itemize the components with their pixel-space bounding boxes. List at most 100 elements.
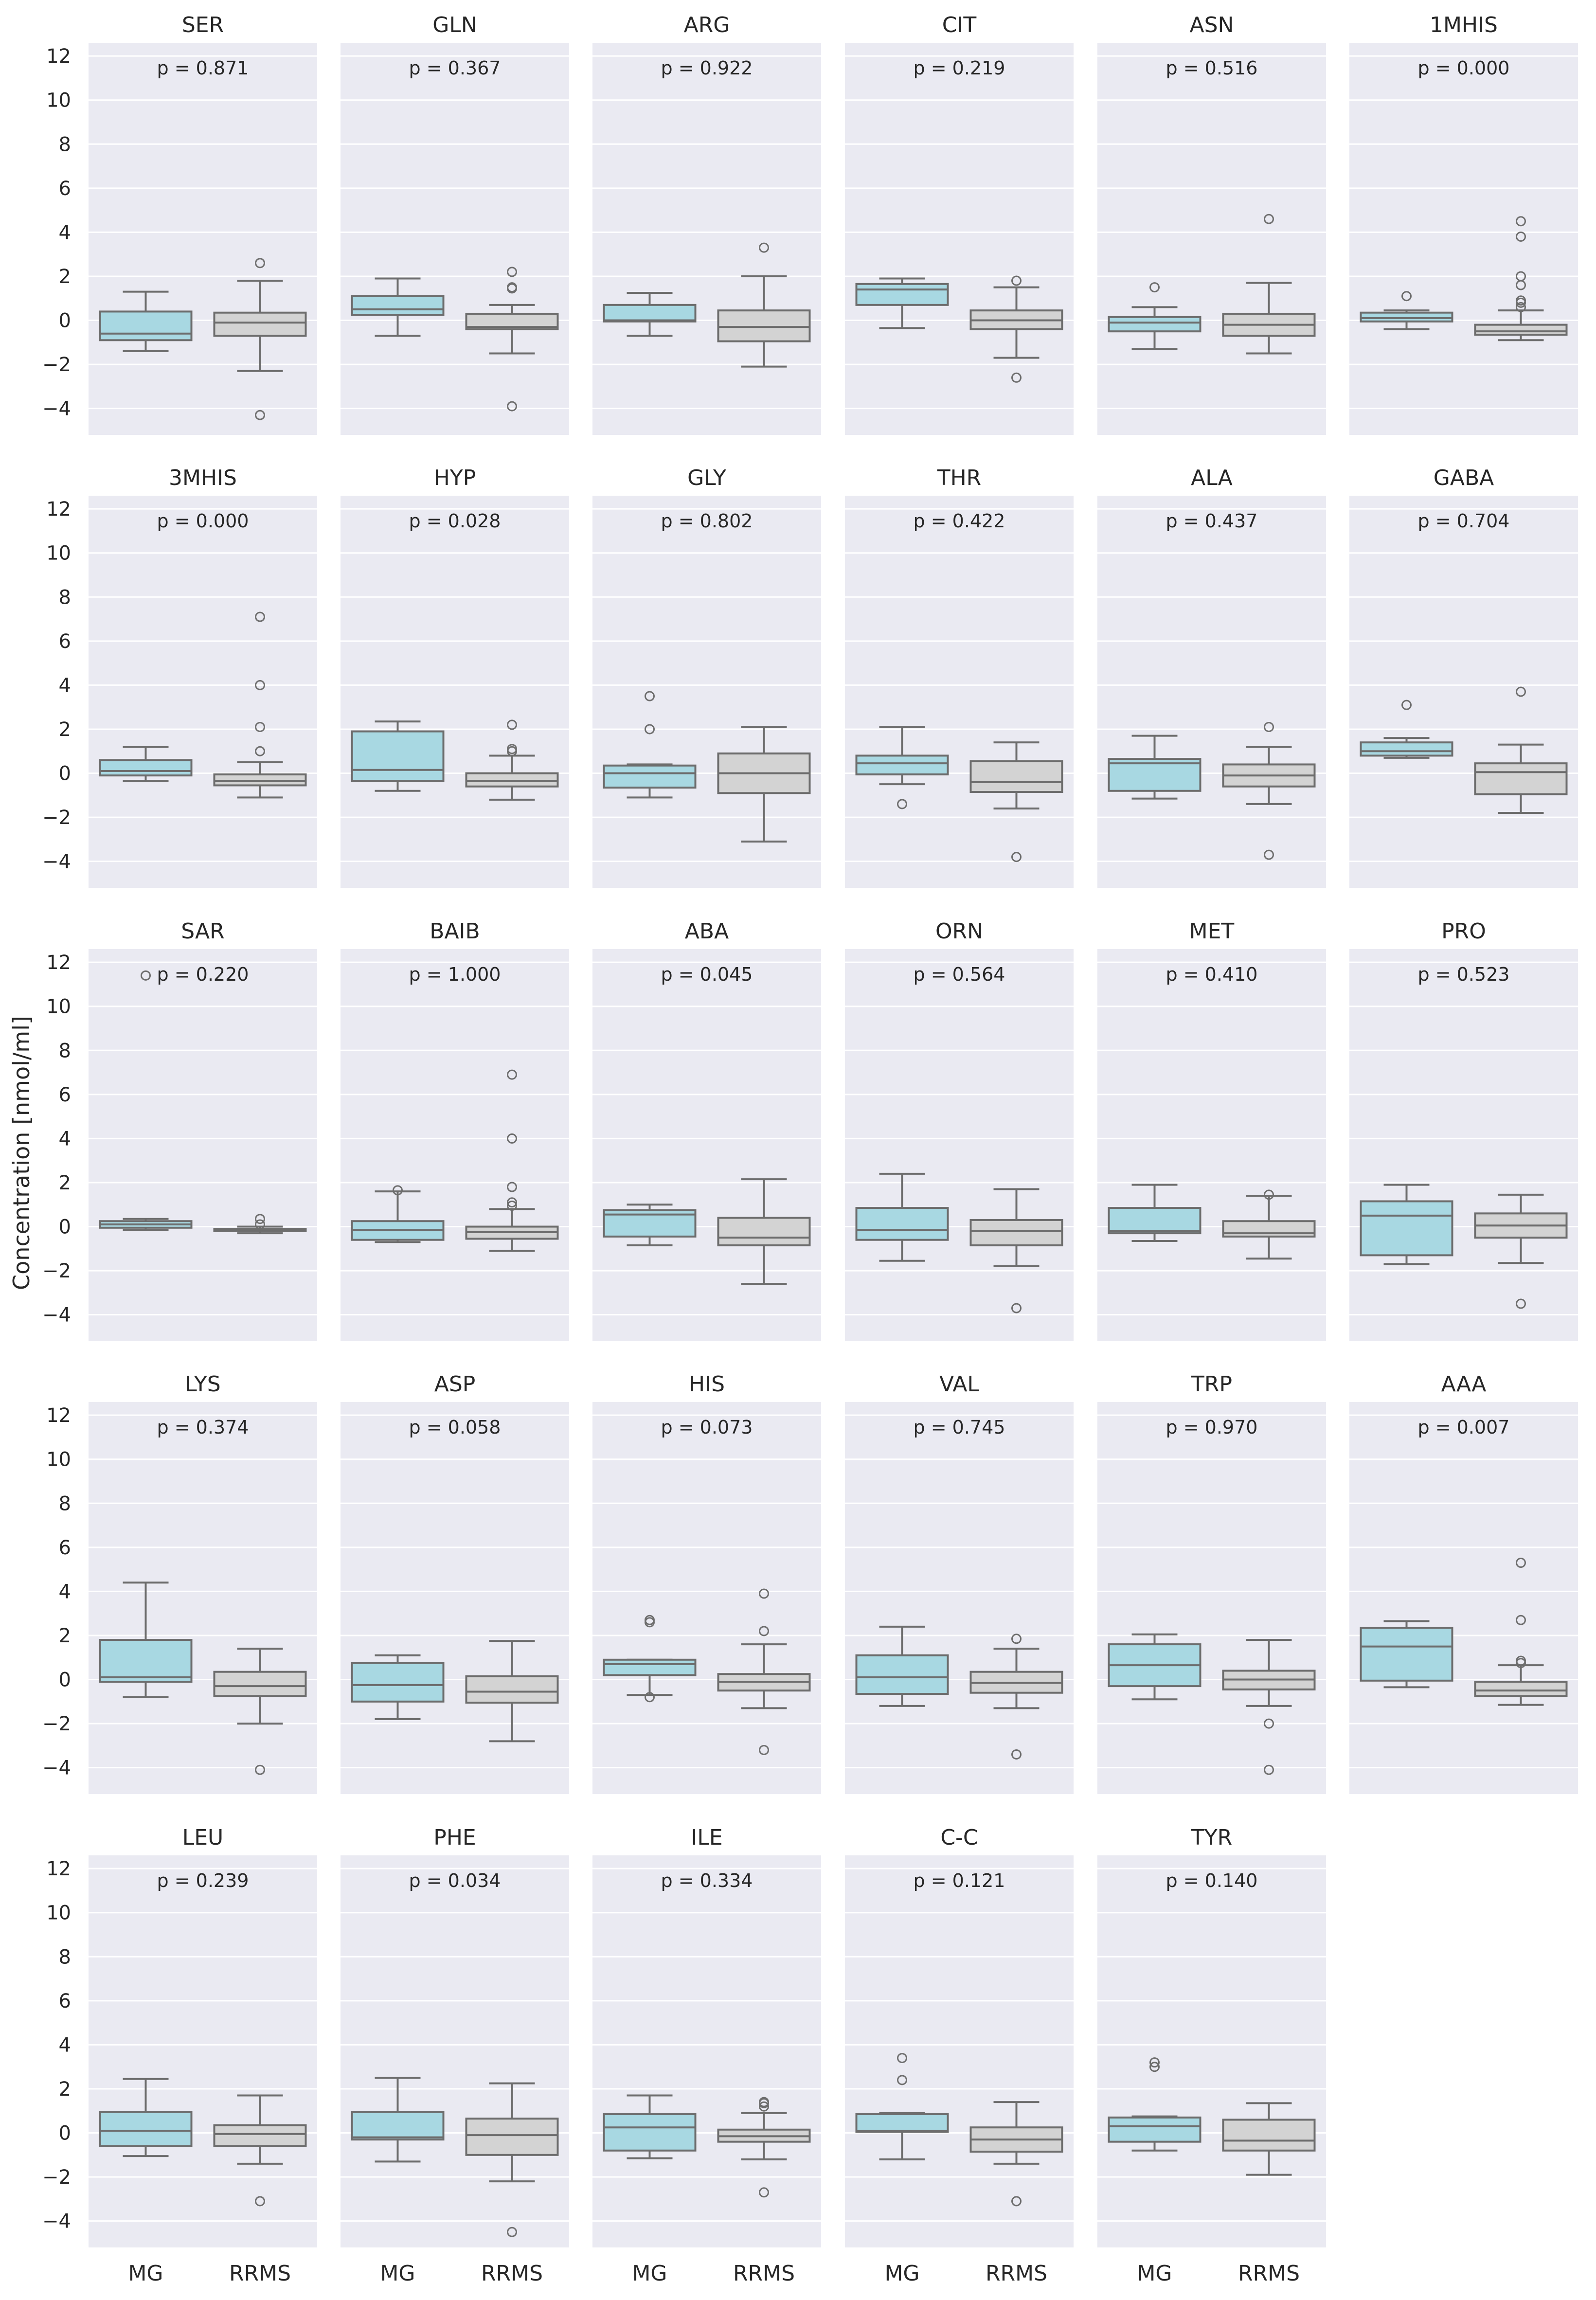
x-tick-label: MG bbox=[884, 2261, 919, 2286]
panel-title: C-C bbox=[940, 1825, 978, 1850]
panel-background bbox=[1349, 43, 1578, 435]
box-mg bbox=[1360, 1627, 1453, 1682]
outlier-point bbox=[645, 691, 655, 701]
panel-thr: THR p = 0.422 bbox=[845, 466, 1074, 888]
panel-background bbox=[89, 43, 317, 435]
panel-background bbox=[341, 1402, 569, 1794]
outlier-point bbox=[759, 2101, 769, 2112]
p-value-label: p = 0.437 bbox=[1166, 510, 1258, 532]
outlier-point bbox=[1516, 1558, 1526, 1568]
y-tick-label: 12 bbox=[46, 1858, 71, 1880]
box-rrms bbox=[465, 1675, 559, 1704]
y-tick-label: 6 bbox=[59, 1537, 71, 1559]
box-rrms bbox=[213, 2124, 307, 2147]
box-mg bbox=[855, 1207, 949, 1241]
x-tick-label: RRMS bbox=[481, 2261, 543, 2286]
panel-ile: ILE p = 0.334 MG RRMS bbox=[592, 1825, 821, 2286]
outlier-point bbox=[1516, 686, 1526, 697]
panel-1mhis: 1MHIS p = 0.000 bbox=[1349, 13, 1578, 435]
p-value-label: p = 0.028 bbox=[409, 510, 501, 532]
panel-gaba: GABA p = 0.704 bbox=[1349, 466, 1578, 888]
p-value-label: p = 0.045 bbox=[661, 964, 753, 985]
panel-background bbox=[1097, 1402, 1326, 1794]
panel-title: LEU bbox=[182, 1825, 224, 1850]
panel-ala: ALA p = 0.437 bbox=[1097, 466, 1326, 888]
panel-title: SAR bbox=[181, 919, 224, 944]
panel-background bbox=[1349, 1402, 1578, 1794]
outlier-point bbox=[759, 242, 769, 253]
panel-trp: TRP p = 0.970 bbox=[1097, 1372, 1326, 1794]
y-tick-label: 8 bbox=[59, 1040, 71, 1062]
y-tick-label: 2 bbox=[59, 2078, 71, 2101]
box-mg bbox=[1108, 2116, 1201, 2143]
y-tick-label: 12 bbox=[46, 45, 71, 68]
panel-leu: LEU −4 −2 0 2 4 6 8 10 12 p = 0.239 MG RRMS bbox=[42, 1825, 317, 2286]
outlier-point bbox=[759, 1744, 769, 1755]
panel-background bbox=[1349, 949, 1578, 1341]
p-value-label: p = 0.000 bbox=[157, 510, 249, 532]
outlier-point bbox=[1264, 721, 1274, 732]
y-tick-label: 4 bbox=[59, 221, 71, 244]
outlier-point bbox=[897, 2075, 907, 2085]
box-mg bbox=[603, 2113, 697, 2152]
outlier-point bbox=[1011, 1303, 1022, 1313]
panel-pro: PRO p = 0.523 bbox=[1349, 919, 1578, 1341]
x-tick-label: MG bbox=[632, 2261, 667, 2286]
panel-3mhis: 3MHIS −4 −2 0 2 4 6 8 10 12 p = 0.000 bbox=[42, 466, 317, 888]
y-tick-label: 10 bbox=[46, 90, 71, 112]
outlier-point bbox=[1516, 297, 1526, 308]
p-value-label: p = 0.219 bbox=[914, 57, 1005, 79]
panel-background bbox=[845, 949, 1074, 1341]
x-tick-label: RRMS bbox=[229, 2261, 291, 2286]
panel-title: MET bbox=[1189, 919, 1235, 944]
panel-tyr: TYR p = 0.140 MG RRMS bbox=[1097, 1825, 1326, 2286]
panel-title: HIS bbox=[689, 1372, 725, 1397]
y-tick-label: 10 bbox=[46, 1449, 71, 1471]
box-mg bbox=[1108, 316, 1201, 333]
outlier-point bbox=[507, 267, 517, 277]
outlier-point bbox=[507, 1069, 517, 1080]
panel-hyp: HYP p = 0.028 bbox=[341, 466, 569, 888]
panel-title: PHE bbox=[433, 1825, 476, 1850]
p-value-label: p = 0.220 bbox=[157, 964, 249, 985]
x-tick-label: MG bbox=[1137, 2261, 1172, 2286]
x-tick-label: RRMS bbox=[1238, 2261, 1300, 2286]
panel-cit: CIT p = 0.219 bbox=[845, 13, 1074, 435]
panel-title: BAIB bbox=[430, 919, 480, 944]
y-tick-label: 0 bbox=[59, 1216, 71, 1239]
box-rrms bbox=[465, 2118, 559, 2156]
outlier-point bbox=[255, 611, 265, 622]
panel-title: ILE bbox=[691, 1825, 722, 1850]
panel-background bbox=[1097, 43, 1326, 435]
y-tick-label: 2 bbox=[59, 719, 71, 741]
y-tick-label: −4 bbox=[42, 1757, 71, 1779]
outlier-point bbox=[255, 1219, 265, 1230]
panel-title: HYP bbox=[434, 466, 476, 490]
outlier-point bbox=[1011, 2196, 1022, 2207]
y-tick-label: −2 bbox=[42, 807, 71, 829]
box-mg bbox=[855, 2113, 949, 2133]
p-value-label: p = 0.121 bbox=[914, 1870, 1005, 1891]
outlier-point bbox=[1516, 302, 1526, 312]
outlier-point bbox=[645, 1617, 655, 1628]
p-value-label: p = 0.422 bbox=[914, 510, 1005, 532]
y-tick-label: 2 bbox=[59, 266, 71, 288]
panel-title: GLN bbox=[432, 13, 477, 37]
panel-background bbox=[1097, 1855, 1326, 2247]
panel-background bbox=[1097, 949, 1326, 1341]
box-rrms bbox=[213, 773, 307, 787]
outlier-point bbox=[897, 799, 907, 809]
panel-background bbox=[592, 1855, 821, 2247]
box-rrms bbox=[1474, 1681, 1568, 1697]
box-mg bbox=[1360, 1200, 1453, 1257]
p-value-label: p = 0.704 bbox=[1418, 510, 1510, 532]
box-mg bbox=[1360, 741, 1453, 757]
box-mg bbox=[1360, 311, 1453, 323]
box-mg bbox=[603, 764, 697, 789]
outlier-point bbox=[1011, 275, 1022, 286]
panel-background bbox=[341, 496, 569, 888]
panel-background bbox=[592, 949, 821, 1341]
y-tick-label: −2 bbox=[42, 1713, 71, 1735]
outlier-point bbox=[507, 746, 517, 756]
box-mg bbox=[351, 295, 445, 316]
